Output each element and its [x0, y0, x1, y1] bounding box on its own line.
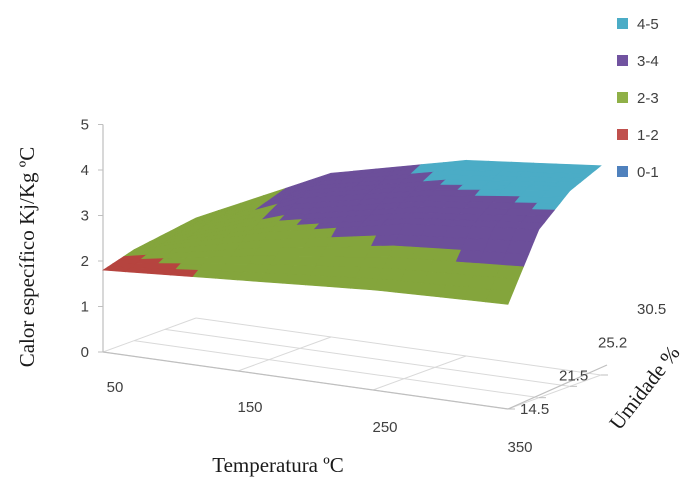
- surface-facet: [541, 190, 571, 198]
- depth-tick-label: 21.5: [559, 368, 588, 385]
- y-tick-label: 1: [81, 299, 89, 316]
- surface-facet: [510, 228, 540, 243]
- depth-tick-label: 30.5: [637, 301, 666, 318]
- floor-gridline: [372, 355, 467, 391]
- y-axis: 0 1 2 3 4 5: [81, 117, 104, 361]
- surface-facet: [526, 209, 556, 217]
- floor-gridline: [133, 340, 540, 399]
- surface-facet: [505, 240, 535, 255]
- depth-axis-title: Umidade %: [604, 341, 684, 434]
- legend-label: 0-1: [637, 164, 659, 181]
- surface-facet: [490, 277, 519, 293]
- legend-swatch: [617, 18, 628, 29]
- y-tick-label: 0: [81, 344, 89, 361]
- legend-label: 3-4: [637, 53, 659, 70]
- floor-gridline: [237, 336, 332, 372]
- floor-grid: [102, 317, 608, 410]
- depth-axis-line: [507, 364, 608, 410]
- surface-facet: [536, 196, 566, 204]
- surface-facet: [562, 173, 592, 179]
- legend-swatch: [617, 55, 628, 66]
- legend-swatch: [617, 129, 628, 140]
- surface-facet: [551, 181, 582, 187]
- floor-gridline: [102, 317, 197, 353]
- surface-facet: [500, 252, 530, 268]
- surface-facet: [531, 202, 561, 211]
- legend-swatch: [617, 92, 628, 103]
- y-tick-label: 5: [81, 117, 89, 134]
- x-axis-line: [102, 351, 509, 410]
- legend-label: 4-5: [637, 16, 659, 33]
- x-tick-label: 350: [507, 439, 532, 456]
- x-tick-label: 250: [372, 419, 397, 436]
- y-axis-title: Calor específico Kj/Kg ºC: [15, 147, 39, 368]
- floor-gridline: [195, 317, 602, 376]
- x-tick-label: 50: [107, 379, 124, 396]
- floor-gridline: [507, 374, 602, 410]
- legend-swatch: [617, 166, 628, 177]
- surface-facet: [515, 221, 545, 230]
- depth-tick-label: 14.5: [520, 401, 549, 418]
- surface-facet: [521, 215, 550, 224]
- surface-facet: [556, 177, 587, 183]
- x-tick-label: 150: [237, 399, 262, 416]
- legend-label: 1-2: [637, 127, 659, 144]
- y-tick-label: 4: [81, 162, 89, 179]
- depth-tick-label: 25.2: [598, 334, 627, 351]
- depth-axis-ticks: 14.5 21.5 25.2 30.5: [508, 301, 666, 418]
- y-tick-label: 2: [81, 253, 89, 270]
- x-axis-ticks: 50 150 250 350: [107, 379, 533, 456]
- floor-gridline: [164, 328, 571, 387]
- surface-facet: [546, 185, 577, 192]
- surface-plot: [102, 159, 602, 305]
- legend: 4-5 3-4 2-3 1-2 0-1: [617, 16, 659, 181]
- legend-label: 2-3: [637, 90, 659, 107]
- x-axis-title: Temperatura ºC: [212, 453, 344, 477]
- y-tick-label: 3: [81, 208, 89, 225]
- surface-facet: [485, 289, 514, 305]
- surface-facet: [495, 264, 524, 280]
